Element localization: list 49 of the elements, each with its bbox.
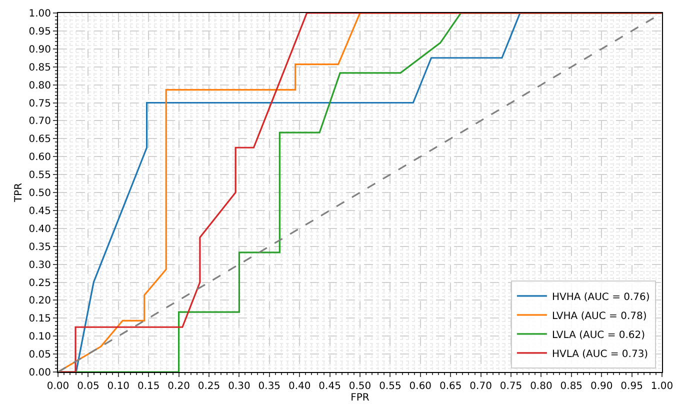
x-tick-label: 0.15: [137, 381, 160, 392]
y-tick-label: 0.50: [28, 188, 51, 199]
y-tick-label: 0.45: [28, 206, 51, 217]
y-tick-label: 0.70: [28, 116, 51, 128]
y-tick-label: 0.30: [28, 260, 51, 271]
y-tick-label: 0.40: [28, 224, 51, 235]
y-axis-title: TPR: [14, 182, 25, 204]
y-tick-label: 0.15: [28, 314, 51, 325]
y-tick-label: 0.80: [28, 80, 51, 92]
x-tick-label: 0.60: [409, 381, 432, 392]
y-tick-label: 0.20: [28, 296, 51, 307]
y-tick-label: 0.65: [28, 134, 51, 146]
x-tick-label: 0.75: [500, 381, 522, 392]
y-tick-label: 0.05: [28, 350, 51, 361]
y-tick-label: 0.95: [28, 26, 51, 38]
y-tick-label: 0.75: [28, 98, 51, 110]
x-tick-label: 0.95: [620, 381, 643, 392]
x-tick-label: 0.80: [530, 381, 552, 392]
y-tick-label: 0.00: [28, 368, 51, 378]
x-tick-label: 0.90: [590, 381, 613, 392]
y-tick-label: 0.60: [28, 152, 51, 164]
x-axis-title: FPR: [350, 392, 370, 404]
y-tick-label: 0.90: [28, 44, 51, 56]
x-tick-label: 0.05: [77, 381, 100, 392]
x-tick-label: 0.00: [46, 381, 70, 392]
x-tick-label: 1.00: [650, 381, 674, 392]
legend-label: HVLA (AUC = 0.73): [552, 348, 648, 360]
y-tick-label: 0.55: [28, 170, 51, 182]
x-tick-label: 0.30: [228, 381, 250, 392]
legend-label: HVHA (AUC = 0.76): [552, 292, 650, 303]
line-series: [58, 13, 662, 372]
y-tick-label: 0.25: [28, 278, 51, 289]
x-tick-label: 0.85: [560, 381, 583, 392]
y-tick-label: 0.10: [28, 332, 51, 343]
legend-label: LVHA (AUC = 0.78): [552, 310, 647, 322]
x-tick-label: 0.65: [439, 381, 462, 392]
x-tick-label: 0.35: [258, 381, 281, 392]
x-tick-label: 0.40: [288, 381, 311, 392]
x-tick-label: 0.10: [107, 381, 130, 392]
y-tick-label: 0.85: [28, 62, 51, 74]
legend-label: LVLA (AUC = 0.62): [552, 330, 646, 341]
x-tick-label: 0.25: [198, 381, 220, 392]
y-tick-label: 0.35: [28, 242, 51, 253]
x-tick-label: 0.50: [348, 381, 372, 392]
y-tick-label: 1.00: [28, 8, 51, 20]
x-tick-label: 0.55: [379, 381, 402, 392]
x-tick-label: 0.70: [470, 381, 492, 392]
x-tick-label: 0.20: [168, 381, 190, 392]
x-tick-label: 0.45: [318, 381, 341, 392]
